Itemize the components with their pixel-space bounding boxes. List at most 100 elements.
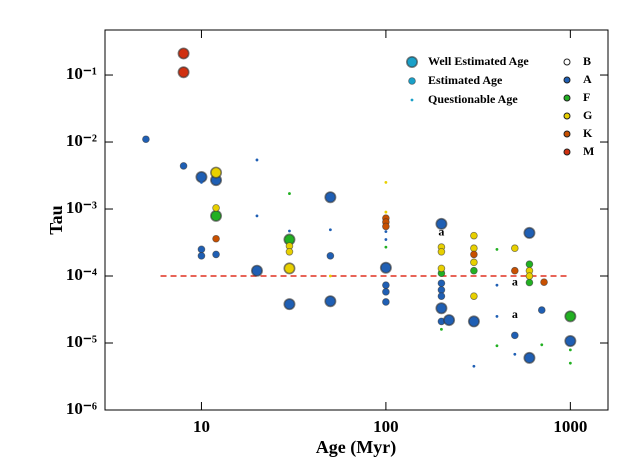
legend-label: M xyxy=(583,144,594,158)
x-tick-label: 10 xyxy=(193,417,210,436)
annotation: a xyxy=(512,307,518,321)
y-tick-label: 10⁻¹ xyxy=(66,64,97,83)
point xyxy=(525,278,534,287)
point xyxy=(540,278,548,286)
point xyxy=(379,261,392,274)
y-axis-label: Tau xyxy=(46,205,66,234)
annotation: a xyxy=(438,225,444,239)
legend-label: Well Estimated Age xyxy=(428,54,529,68)
point xyxy=(324,295,337,308)
point xyxy=(142,135,150,144)
point xyxy=(324,191,337,204)
point xyxy=(212,250,220,259)
point xyxy=(511,331,519,340)
y-tick-label: 10⁻² xyxy=(66,131,97,150)
point xyxy=(472,364,476,368)
point xyxy=(210,166,223,179)
legend-marker xyxy=(410,98,414,102)
annotation: a xyxy=(512,275,518,289)
point xyxy=(285,247,294,256)
point xyxy=(540,343,544,347)
legend-marker xyxy=(405,55,418,68)
point xyxy=(437,286,446,294)
point xyxy=(212,204,220,212)
point xyxy=(440,327,443,331)
point xyxy=(384,210,388,214)
point xyxy=(435,217,448,230)
point xyxy=(326,252,335,260)
point xyxy=(255,158,259,162)
point xyxy=(495,314,499,318)
legend-marker xyxy=(563,94,571,102)
legend-marker xyxy=(563,130,571,138)
point xyxy=(288,192,291,195)
point xyxy=(195,171,208,184)
point xyxy=(437,292,446,300)
point xyxy=(255,214,259,218)
legend-label: K xyxy=(583,126,593,140)
point xyxy=(470,250,478,259)
point xyxy=(467,315,480,328)
legend-marker xyxy=(408,77,416,85)
point xyxy=(525,272,534,280)
point xyxy=(210,209,223,222)
x-tick-label: 100 xyxy=(373,417,399,436)
point xyxy=(384,180,388,184)
point xyxy=(200,180,203,184)
y-tick-label: 10⁻³ xyxy=(66,198,97,217)
point xyxy=(523,351,536,364)
point xyxy=(525,260,534,269)
point xyxy=(564,310,577,323)
point xyxy=(523,226,536,239)
point xyxy=(177,66,190,79)
point xyxy=(470,292,478,300)
point xyxy=(568,361,572,365)
legend-marker xyxy=(563,58,571,66)
point xyxy=(212,234,220,243)
point xyxy=(470,231,478,240)
legend-label: F xyxy=(583,90,590,104)
point xyxy=(564,335,577,348)
y-tick-label: 10⁻⁴ xyxy=(66,265,97,284)
point xyxy=(513,352,517,356)
point xyxy=(288,229,291,233)
legend-marker xyxy=(563,76,571,84)
point xyxy=(384,230,388,234)
legend-label: B xyxy=(583,54,591,68)
point xyxy=(470,244,478,253)
point xyxy=(437,279,446,288)
point xyxy=(495,344,499,348)
legend-label: Questionable Age xyxy=(428,92,518,106)
point xyxy=(437,264,446,273)
legend-label: G xyxy=(583,108,592,122)
point xyxy=(511,244,519,253)
legend-label: Estimated Age xyxy=(428,73,503,87)
x-tick-label: 1000 xyxy=(553,417,587,436)
point xyxy=(179,162,188,170)
point xyxy=(283,298,296,311)
point xyxy=(495,283,499,287)
legend-marker xyxy=(563,112,571,120)
x-axis-label: Age (Myr) xyxy=(316,437,396,458)
point xyxy=(495,247,499,251)
legend-label: A xyxy=(583,72,592,86)
point xyxy=(382,222,390,231)
point xyxy=(435,302,448,315)
point xyxy=(443,314,456,327)
point xyxy=(177,47,190,60)
point xyxy=(384,245,388,249)
point xyxy=(470,258,478,267)
plot-frame xyxy=(104,29,609,411)
y-tick-label: 10⁻⁶ xyxy=(66,399,97,418)
point xyxy=(470,266,478,275)
point xyxy=(382,281,390,289)
point xyxy=(197,252,206,260)
point xyxy=(511,266,519,275)
point xyxy=(250,264,263,277)
point xyxy=(382,298,390,306)
point xyxy=(382,288,390,296)
point xyxy=(328,274,332,278)
point xyxy=(568,348,572,352)
